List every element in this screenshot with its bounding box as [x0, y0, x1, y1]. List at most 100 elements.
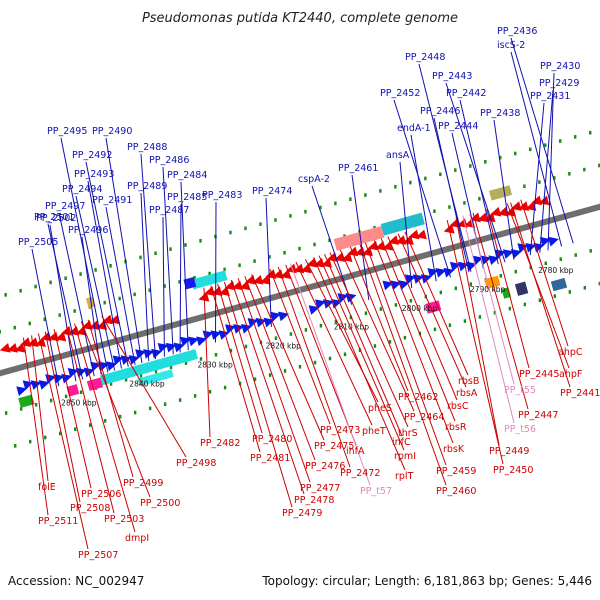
gene-label[interactable]: PP_t56: [504, 424, 536, 435]
gene-label[interactable]: dmpI: [125, 533, 149, 544]
leader-line: [339, 249, 415, 412]
gene-label[interactable]: pheS: [368, 403, 392, 414]
gene-label[interactable]: PP_2436: [497, 26, 537, 37]
forward-gene-arrow: [547, 236, 559, 247]
gene-label[interactable]: PP_2452: [380, 88, 420, 99]
gene-label[interactable]: PP_2506: [81, 489, 121, 500]
gene-label[interactable]: PP_2445: [519, 369, 559, 380]
gene-label[interactable]: endA-1: [397, 123, 431, 134]
gene-label[interactable]: PP_2482: [200, 438, 240, 449]
gene-label[interactable]: PP_2441: [560, 388, 600, 399]
gene-label[interactable]: PP_2450: [493, 465, 533, 476]
gene-label[interactable]: rbsB: [458, 376, 479, 387]
gene-label[interactable]: PP_2507: [78, 550, 118, 561]
gene-label[interactable]: PP_t55: [504, 385, 536, 396]
gene-label[interactable]: ihfA: [346, 446, 365, 457]
leader-line: [349, 246, 409, 392]
gene-label[interactable]: PP_2485: [167, 192, 207, 203]
leader-line: [87, 180, 122, 369]
gene-label[interactable]: PP_2473: [320, 425, 360, 436]
gene-label[interactable]: PP_2472: [340, 468, 380, 479]
gene-label[interactable]: PP_2474: [252, 186, 292, 197]
gene-label[interactable]: PP_2487: [149, 205, 189, 216]
tick-dot: [208, 271, 211, 276]
leader-line: [510, 51, 563, 247]
gene-label[interactable]: rbsR: [445, 422, 467, 433]
gene-label[interactable]: PP_2502: [36, 213, 76, 224]
tick-dot: [148, 288, 151, 293]
gene-label[interactable]: PP_2460: [436, 486, 476, 497]
gene-label[interactable]: infC: [392, 437, 411, 448]
leader-line: [80, 321, 151, 498]
gene-label[interactable]: PP_2505: [18, 237, 58, 248]
blue-feature-band: [183, 276, 197, 290]
gene-label[interactable]: PP_2446: [420, 106, 460, 117]
gene-label[interactable]: PP_2459: [436, 466, 476, 477]
gene-label[interactable]: PP_2430: [540, 61, 580, 72]
gene-label[interactable]: PP_2499: [123, 478, 163, 489]
gene-label[interactable]: PP_2478: [294, 495, 334, 506]
gene-label[interactable]: PP_2489: [127, 181, 167, 192]
gene-label[interactable]: PP_2496: [68, 225, 108, 236]
gene-label[interactable]: PP_2481: [250, 453, 290, 464]
gene-label[interactable]: rbsA: [456, 388, 478, 399]
gene-label[interactable]: PP_2477: [300, 483, 340, 494]
gene-label[interactable]: iscS-2: [497, 40, 525, 51]
tick-dot: [433, 327, 437, 332]
tick-dot: [64, 276, 67, 281]
gene-label[interactable]: PP_2448: [405, 52, 445, 63]
gene-label[interactable]: PP_2493: [74, 169, 114, 180]
gene-label[interactable]: PP_2461: [338, 163, 378, 174]
gene-label[interactable]: PP_2494: [62, 184, 102, 195]
gene-label[interactable]: PP_2497: [45, 201, 85, 212]
tick-dot: [409, 180, 412, 185]
gene-label[interactable]: PP_2431: [530, 91, 570, 102]
gene-label[interactable]: PP_2492: [72, 150, 112, 161]
leader-line: [510, 202, 571, 388]
gene-label[interactable]: PP_2449: [489, 446, 529, 457]
gene-label[interactable]: PP_2508: [70, 503, 110, 514]
gene-label[interactable]: pheT: [362, 426, 386, 437]
gene-label[interactable]: rbsK: [443, 444, 465, 455]
gene-label[interactable]: PP_2444: [438, 121, 478, 132]
gene-label[interactable]: PP_2503: [104, 514, 144, 525]
gene-label[interactable]: PP_2429: [539, 78, 579, 89]
gene-label[interactable]: PP_2443: [432, 71, 472, 82]
tick-dot: [118, 414, 122, 419]
gene-label[interactable]: PP_2490: [92, 126, 132, 137]
gene-label[interactable]: PP_2495: [47, 126, 87, 137]
gene-label[interactable]: ahpF: [559, 369, 582, 380]
gene-label[interactable]: PP_2464: [404, 412, 444, 423]
gene-label[interactable]: PP_2486: [149, 155, 189, 166]
gene-label[interactable]: PP_2488: [127, 142, 167, 153]
forward-gene-arrow: [22, 380, 34, 391]
gene-label[interactable]: PP_2475: [314, 441, 354, 452]
gene-label[interactable]: thrS: [398, 428, 418, 439]
gene-label[interactable]: PP_2479: [282, 508, 322, 519]
gene-label[interactable]: PP_2462: [398, 392, 438, 403]
gene-label[interactable]: PP_2480: [252, 434, 292, 445]
leader-line: [397, 233, 467, 388]
gene-label[interactable]: PP_2500: [140, 498, 180, 509]
gene-label[interactable]: PP_2491: [92, 195, 132, 206]
gene-label[interactable]: ahpC: [558, 347, 583, 358]
gene-label[interactable]: cspA-2: [298, 174, 330, 185]
gene-label[interactable]: PP_2483: [202, 190, 242, 201]
gene-label[interactable]: rplT: [395, 471, 414, 482]
gene-label[interactable]: PP_2438: [480, 108, 520, 119]
gene-label[interactable]: rpmI: [394, 451, 416, 462]
gene-label[interactable]: PP_t57: [360, 486, 392, 497]
gene-label[interactable]: ansA: [386, 150, 410, 161]
gene-label[interactable]: PP_2442: [446, 88, 486, 99]
gene-label[interactable]: PP_2447: [518, 410, 558, 421]
tick-dot: [349, 315, 353, 320]
gene-label[interactable]: PP_2498: [176, 458, 216, 469]
gene-label[interactable]: PP_2476: [305, 461, 345, 472]
pink-feature-band: [86, 377, 104, 391]
gene-label[interactable]: folE: [38, 482, 56, 493]
gene-label[interactable]: PP_2484: [167, 170, 207, 181]
gene-label[interactable]: rbsC: [447, 401, 469, 412]
gene-label[interactable]: PP_2501: [34, 212, 74, 223]
gene-label[interactable]: PP_2511: [38, 516, 78, 527]
